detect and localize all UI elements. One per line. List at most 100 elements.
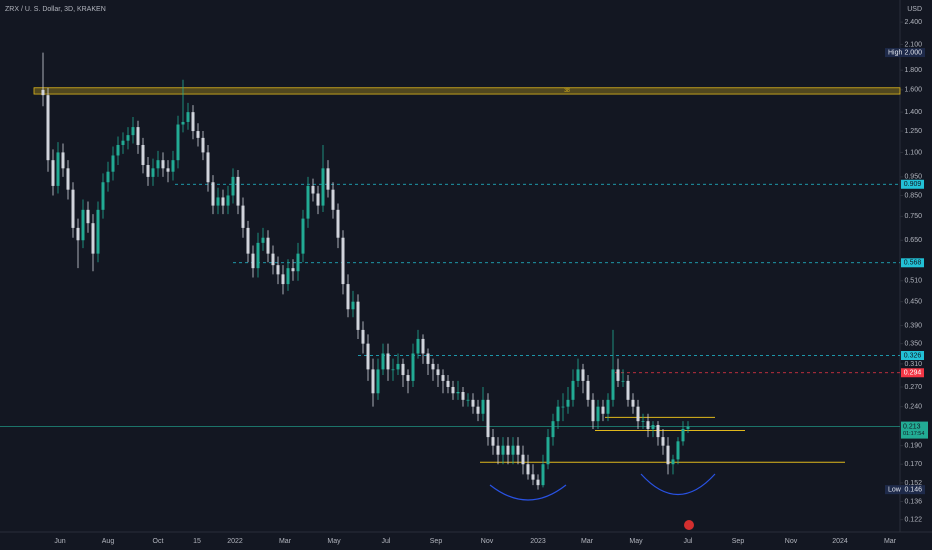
candle-body <box>191 112 195 132</box>
cup-arc <box>489 484 567 501</box>
x-tick-label: Jul <box>382 538 391 545</box>
y-tick-label: 1.400 <box>904 109 922 116</box>
candle-body <box>311 185 315 194</box>
candle-body <box>476 406 480 414</box>
y-tick-label: 0.650 <box>904 237 922 244</box>
level-tag: 0.294 <box>904 370 922 377</box>
candle-body <box>656 425 660 438</box>
candle-body <box>471 399 475 407</box>
y-tick-label: 1.100 <box>904 149 922 156</box>
low-tag-bg <box>885 485 925 495</box>
candle-body <box>606 399 610 414</box>
x-tick-label: Sep <box>732 538 745 545</box>
high-value: 2.000 <box>904 49 922 56</box>
candle-body <box>56 152 60 186</box>
low-value: 0.146 <box>904 486 922 493</box>
candle-body <box>151 168 155 177</box>
x-tick-label: May <box>629 538 643 545</box>
candle-body <box>381 353 385 370</box>
candle-body <box>61 152 65 169</box>
candle-body <box>271 253 275 266</box>
candle-body <box>626 380 630 400</box>
candle-body <box>451 386 455 394</box>
candle-body <box>551 421 555 438</box>
y-tick-label: 0.350 <box>904 340 922 347</box>
candle-body <box>561 406 565 408</box>
y-tick-label: 0.310 <box>904 361 922 368</box>
candle-body <box>331 189 335 210</box>
candle-body <box>241 205 245 228</box>
candle-body <box>441 375 445 381</box>
candle-body <box>281 274 285 285</box>
candle-body <box>586 380 590 400</box>
candle-body <box>426 353 430 364</box>
y-tick-label: 1.800 <box>904 67 922 74</box>
countdown: 01:17:54 <box>903 431 924 437</box>
range-box <box>33 87 901 95</box>
candle-body <box>131 127 135 136</box>
candle-body <box>106 171 110 183</box>
candle-body <box>486 399 490 438</box>
x-tick-label: Mar <box>581 538 594 545</box>
candle-body <box>46 95 50 161</box>
candle-body <box>391 369 395 371</box>
candle-body <box>251 253 255 269</box>
candle-body <box>611 369 615 400</box>
last-price-bg <box>901 421 928 439</box>
candle-body <box>411 353 415 381</box>
level-tag: 0.326 <box>904 352 922 359</box>
candle-body <box>621 380 625 382</box>
candle-body <box>496 445 500 455</box>
candle-body <box>141 144 145 166</box>
y-tick-label: 1.600 <box>904 87 922 94</box>
candle-body <box>321 168 325 206</box>
event-icon[interactable] <box>684 520 694 530</box>
candle-body <box>346 284 350 310</box>
candle-body <box>351 301 355 310</box>
y-tick-label: 0.170 <box>904 461 922 468</box>
candle-body <box>146 165 150 177</box>
last-price: 0.213 <box>903 423 921 430</box>
high-tag-bg <box>885 48 925 58</box>
x-tick-label: Mar <box>279 538 292 545</box>
x-tick-label: Mar <box>884 538 897 545</box>
y-tick-label: 0.750 <box>904 213 922 220</box>
candle-body <box>666 445 670 465</box>
low-label: Low <box>888 486 902 493</box>
candle-body <box>531 474 535 480</box>
candle-body <box>126 135 130 141</box>
candle-body <box>566 399 570 407</box>
candle-body <box>361 329 365 344</box>
x-tick-label: 2022 <box>227 538 243 545</box>
x-tick-label: Jul <box>684 538 693 545</box>
candle-body <box>186 112 190 122</box>
candle-body <box>436 369 440 376</box>
candle-body <box>316 193 320 206</box>
y-tick-label: 1.250 <box>904 128 922 135</box>
candle-body <box>541 464 545 486</box>
candle-body <box>51 160 55 186</box>
candle-body <box>266 237 270 254</box>
level-tag: 0.909 <box>904 181 922 188</box>
y-tick-label: 0.240 <box>904 403 922 410</box>
candle-body <box>181 121 185 125</box>
candle-body <box>286 268 290 285</box>
candle-body <box>526 464 530 475</box>
x-tick-label: 15 <box>193 538 201 545</box>
candle-body <box>651 425 655 429</box>
x-tick-label: Nov <box>785 538 798 545</box>
x-tick-label: May <box>327 538 341 545</box>
candle-body <box>556 406 560 422</box>
candle-body <box>366 343 370 370</box>
candle-body <box>536 479 540 486</box>
candle-body <box>386 353 390 370</box>
candle-body <box>396 363 400 370</box>
candle-body <box>516 445 520 455</box>
x-tick-label: Aug <box>102 538 115 545</box>
x-tick-label: 2023 <box>530 538 546 545</box>
candle-body <box>371 369 375 394</box>
candle-body <box>156 160 160 169</box>
candle-body <box>506 445 510 455</box>
